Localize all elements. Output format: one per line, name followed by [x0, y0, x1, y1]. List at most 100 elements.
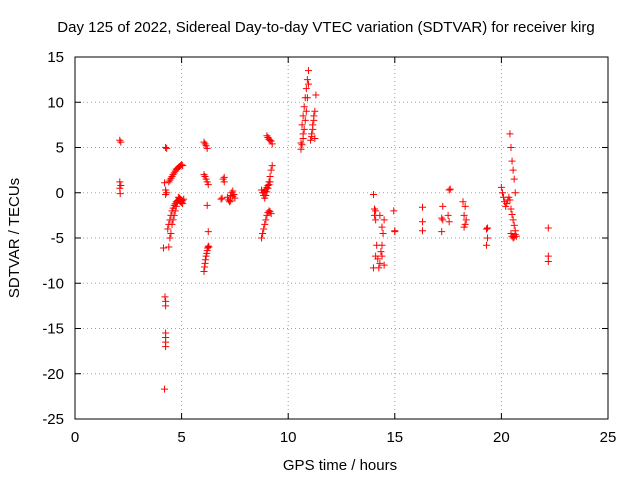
data-point: [391, 228, 399, 236]
x-tick-label: 15: [386, 429, 403, 446]
data-point: [264, 184, 272, 192]
data-point: [178, 161, 186, 169]
data-point: [484, 234, 492, 242]
data-point: [201, 256, 209, 264]
data-point: [303, 76, 311, 84]
data-point: [266, 208, 274, 216]
data-point: [116, 178, 124, 186]
data-point: [230, 191, 238, 199]
data-point: [372, 252, 380, 260]
data-point: [377, 248, 385, 256]
data-point: [304, 80, 312, 88]
data-point: [482, 241, 490, 249]
data-point: [159, 244, 167, 252]
data-point: [201, 140, 209, 148]
data-point: [506, 196, 514, 204]
y-tick-label: 15: [47, 49, 64, 66]
data-point: [503, 200, 511, 208]
data-point: [162, 343, 170, 351]
data-point: [117, 138, 125, 146]
data-point: [258, 234, 266, 242]
data-point: [268, 140, 276, 148]
data-point: [301, 94, 309, 102]
data-point: [179, 162, 187, 170]
data-point: [170, 211, 178, 219]
data-point: [484, 224, 492, 232]
data-point: [508, 210, 516, 218]
data-point: [217, 195, 225, 203]
data-point: [511, 230, 519, 238]
data-point: [168, 172, 176, 180]
data-point: [511, 189, 519, 197]
data-point: [376, 259, 384, 267]
data-point: [169, 171, 177, 179]
data-point: [311, 107, 319, 115]
data-point: [304, 67, 312, 75]
data-point: [419, 227, 427, 235]
y-tick-label: -10: [42, 275, 64, 292]
data-point: [372, 207, 380, 215]
data-point: [180, 195, 188, 203]
data-point: [218, 194, 226, 202]
data-point: [378, 241, 386, 249]
data-point: [267, 166, 275, 174]
data-point: [116, 190, 124, 198]
data-point: [544, 258, 552, 266]
data-point: [116, 136, 124, 144]
data-point: [179, 197, 187, 205]
data-point: [168, 220, 176, 228]
x-tick-label: 5: [177, 429, 185, 446]
data-point: [497, 183, 505, 191]
data-point: [445, 218, 453, 226]
data-point: [163, 189, 171, 197]
data-point: [301, 116, 309, 124]
data-point: [165, 178, 173, 186]
data-point: [445, 186, 453, 194]
data-point: [308, 130, 316, 138]
data-point: [311, 134, 319, 142]
data-point: [307, 136, 315, 144]
data-point: [167, 174, 175, 182]
y-tick-label: -15: [42, 321, 64, 338]
data-point: [220, 178, 228, 186]
data-point: [380, 261, 388, 269]
data-point: [309, 121, 317, 129]
y-tick-label: 10: [47, 94, 64, 111]
tick-labels: 0 5 10 15 20 25 -25 -20 -15 -10 -5 0 5 10 15: [42, 49, 616, 446]
x-tick-label: 10: [280, 429, 297, 446]
data-point: [169, 216, 177, 224]
data-point: [165, 243, 173, 251]
data-point: [268, 162, 276, 170]
data-point: [226, 198, 234, 206]
data-point: [259, 229, 267, 237]
data-point: [298, 121, 306, 129]
data-point: [299, 112, 307, 120]
data-point: [266, 136, 274, 144]
data-point: [376, 211, 384, 219]
data-point: [261, 220, 269, 228]
data-point: [378, 252, 386, 260]
data-point: [161, 385, 169, 393]
data-point: [171, 207, 179, 215]
y-tick-label: 0: [56, 185, 64, 202]
data-point: [204, 244, 212, 252]
data-point: [297, 145, 305, 153]
data-point: [166, 234, 174, 242]
data-point: [369, 191, 377, 199]
data-point: [459, 198, 467, 206]
x-tick-label: 25: [600, 429, 617, 446]
data-point: [444, 211, 452, 219]
data-point: [380, 216, 388, 224]
data-point: [161, 179, 169, 187]
data-point: [460, 223, 468, 231]
data-point: [302, 107, 310, 115]
data-point: [204, 228, 212, 236]
data-point: [161, 293, 169, 301]
data-point: [205, 243, 213, 251]
plot-frame: [74, 56, 609, 420]
y-axis-label: SDTVAR / TECUs: [6, 178, 23, 298]
data-point: [507, 205, 515, 213]
data-point: [507, 144, 515, 151]
data-point: [300, 103, 308, 111]
